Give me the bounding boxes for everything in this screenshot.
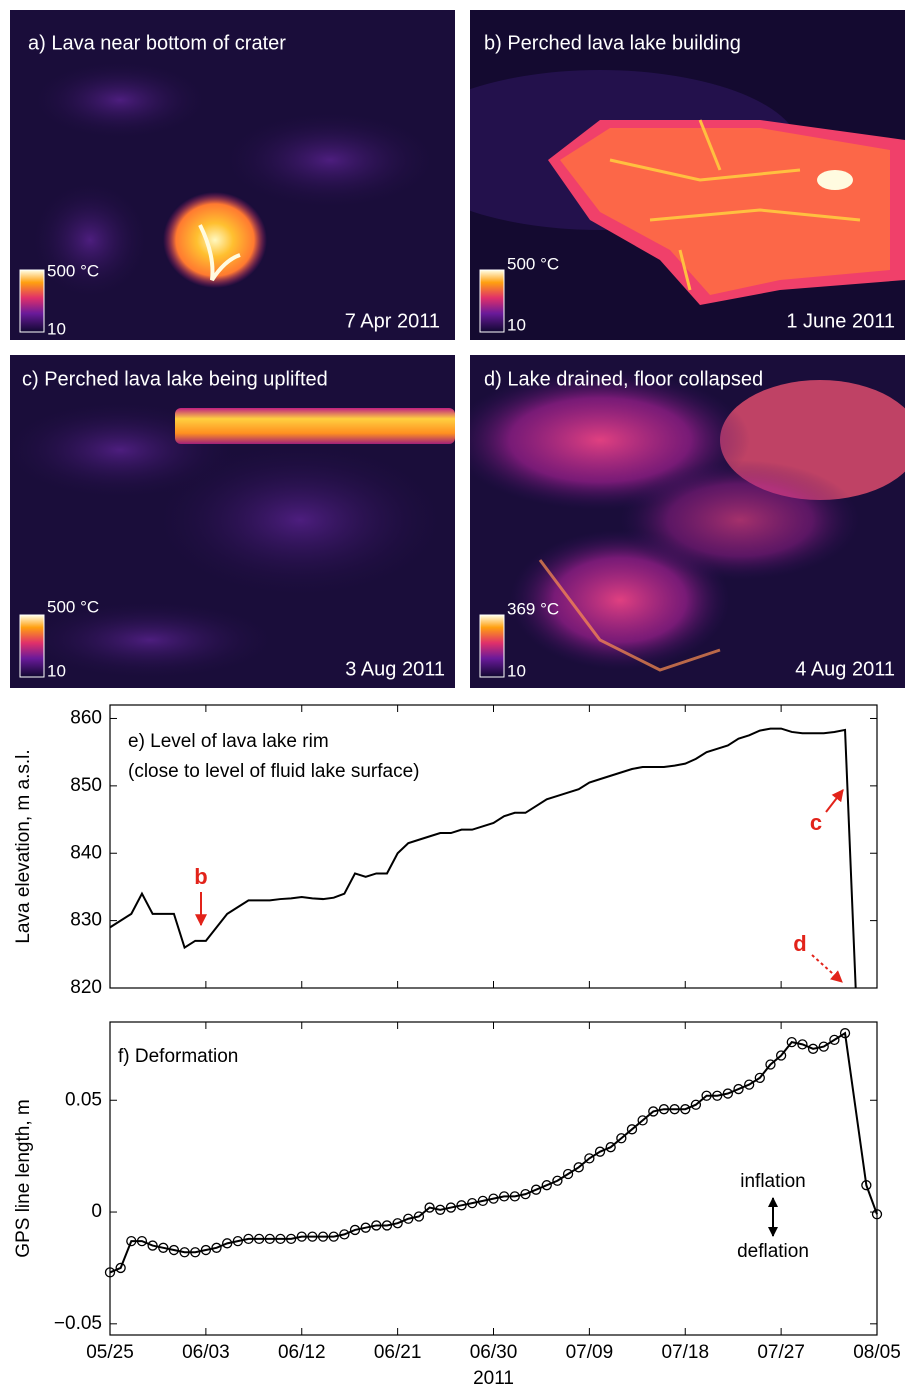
- annotation: inflation: [740, 1171, 806, 1192]
- thermal-image: [10, 10, 455, 340]
- colorbar-max: 500 °C: [47, 597, 99, 616]
- arrow: [826, 790, 843, 812]
- image-date: 4 Aug 2011: [795, 658, 895, 680]
- annotation: d: [793, 931, 806, 956]
- x-tick-label: 07/09: [566, 1342, 614, 1363]
- colorbar-min: 10: [507, 661, 526, 680]
- annotation: f) Deformation: [118, 1046, 238, 1067]
- colorbar: [480, 270, 504, 332]
- y-tick-label: 830: [70, 910, 102, 931]
- y-tick-label: −0.05: [54, 1313, 102, 1334]
- x-tick-label: 06/21: [374, 1342, 422, 1363]
- x-tick-label: 05/25: [86, 1342, 134, 1363]
- x-axis-label: 2011: [473, 1368, 514, 1389]
- thermal-image: [400, 10, 905, 340]
- arrow: [812, 955, 842, 982]
- x-tick-label: 07/18: [661, 1342, 709, 1363]
- y-tick-label: 860: [70, 707, 102, 728]
- colorbar-min: 10: [47, 319, 66, 338]
- annotation: b: [194, 864, 207, 889]
- image-date: 3 Aug 2011: [345, 658, 445, 680]
- annotation: (close to level of fluid lake surface): [128, 761, 419, 782]
- colorbar: [480, 615, 504, 677]
- colorbar-max: 500 °C: [47, 261, 99, 280]
- y-axis-label: GPS line length, m: [13, 1099, 34, 1257]
- image-date: 1 June 2011: [786, 310, 895, 332]
- y-tick-label: 840: [70, 842, 102, 863]
- y-tick-label: 850: [70, 775, 102, 796]
- thermal-image: [0, 355, 455, 688]
- y-tick-label: 820: [70, 977, 102, 998]
- data-line: [110, 1033, 877, 1272]
- annotation: e) Level of lava lake rim: [128, 731, 329, 752]
- colorbar-min: 10: [47, 661, 66, 680]
- image-label: d) Lake drained, floor collapsed: [484, 368, 763, 390]
- colorbar: [20, 615, 44, 677]
- x-tick-label: 08/05: [853, 1342, 901, 1363]
- colorbar-min: 10: [507, 315, 526, 334]
- y-axis-label: Lava elevation, m a.s.l.: [13, 749, 34, 943]
- colorbar: [20, 270, 44, 332]
- y-tick-label: 0: [91, 1201, 102, 1222]
- figure: a) Lava near bottom of crater 7 Apr 2011…: [0, 0, 909, 1395]
- x-tick-label: 06/30: [470, 1342, 518, 1363]
- x-tick-label: 06/03: [182, 1342, 230, 1363]
- y-tick-label: 0.05: [65, 1089, 102, 1110]
- image-label: b) Perched lava lake building: [484, 32, 741, 54]
- x-tick-label: 07/27: [757, 1342, 805, 1363]
- colorbar-max: 369 °C: [507, 599, 559, 618]
- colorbar-max: 500 °C: [507, 254, 559, 273]
- annotation: c: [810, 810, 822, 835]
- image-label: c) Perched lava lake being uplifted: [22, 368, 328, 390]
- thermal-image: [450, 355, 909, 688]
- image-label: a) Lava near bottom of crater: [28, 32, 286, 54]
- annotation: deflation: [737, 1241, 809, 1262]
- x-tick-label: 06/12: [278, 1342, 326, 1363]
- image-date: 7 Apr 2011: [345, 310, 440, 332]
